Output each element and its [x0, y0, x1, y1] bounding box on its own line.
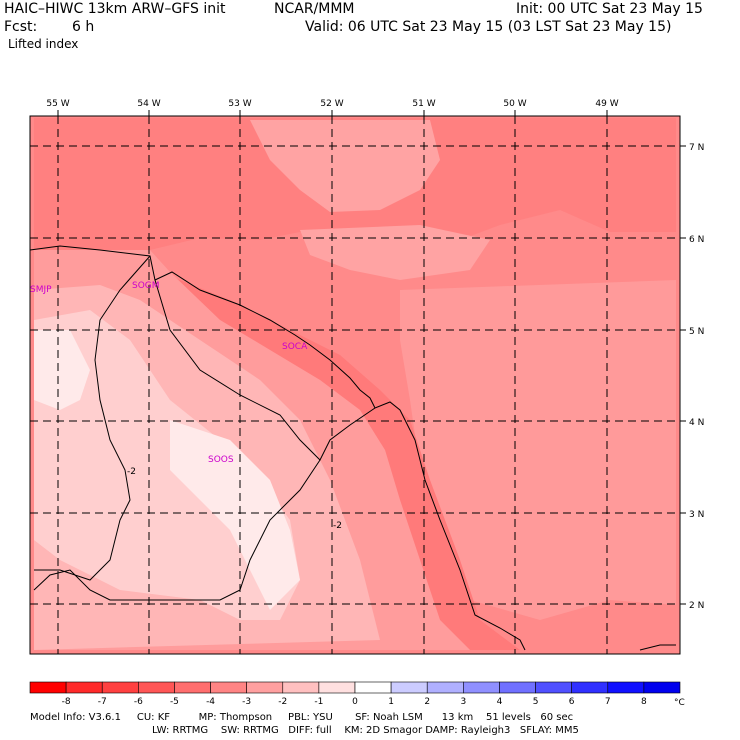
colorbar-tick-label: 4 — [497, 697, 503, 707]
lon-label-52w: 52 W — [320, 99, 343, 109]
li-zone-light-north — [250, 120, 440, 212]
colorbar-swatch — [174, 681, 211, 694]
li-zone-weakest-south — [170, 420, 300, 610]
colorbar-swatch — [246, 681, 284, 694]
colorbar-swatch — [463, 681, 500, 694]
colorbar-swatch — [318, 681, 356, 694]
colorbar-tick-label: 1 — [388, 697, 394, 707]
colorbar-swatch — [535, 681, 572, 694]
model-info-line1: Model Info: V3.6.1 CU: KF MP: Thompson P… — [30, 712, 574, 723]
colorbar-tick-label: -4 — [206, 697, 215, 707]
lon-label-50w: 50 W — [503, 99, 526, 109]
station-sogm: SOGM — [132, 281, 160, 291]
colorbar-tick-label: -2 — [278, 697, 287, 707]
colorbar-swatch — [571, 681, 609, 694]
colorbar-unit: °C — [674, 698, 685, 708]
colorbar-tick-label: 5 — [533, 697, 539, 707]
colorbar-tick-label: -6 — [134, 697, 143, 707]
border-south — [33, 459, 321, 601]
colorbar-tick-label: 0 — [352, 697, 358, 707]
li-zone-coastal — [160, 272, 520, 650]
colorbar-tick-label: -1 — [314, 697, 323, 707]
lat-label-6n: 6 N — [689, 235, 704, 245]
station-soca: SOCA — [282, 342, 308, 352]
coastline — [29, 245, 526, 651]
lat-ticks — [680, 145, 686, 605]
colorbar-swatch — [65, 681, 103, 694]
colorbar-swatch — [282, 681, 320, 694]
colorbar-swatch — [499, 681, 536, 694]
colorbar-ticks: -8 -7 -6 -5 -4 -3 -2 -1 0 1 2 3 4 5 6 7 8 — [62, 697, 647, 707]
lat-label-7n: 7 N — [689, 143, 704, 153]
colorbar-swatch — [643, 681, 681, 694]
map-title: HAIC–HIWC 13km ARW–GFS init — [4, 1, 226, 17]
colorbar-swatch — [390, 681, 428, 694]
lon-label-49w: 49 W — [595, 99, 618, 109]
li-zone-weakest-west — [34, 330, 90, 410]
colorbar-tick-label: 7 — [605, 697, 611, 707]
colorbar — [29, 681, 681, 694]
station-soos: SOOS — [208, 455, 234, 465]
colorbar-tick-label: 8 — [641, 697, 647, 707]
colorbar-tick-label: -7 — [98, 697, 107, 707]
colorbar-swatch — [29, 681, 67, 694]
contour-label-west: -2 — [127, 467, 136, 477]
graticule — [30, 116, 680, 654]
colorbar-swatch — [138, 681, 175, 694]
colorbar-swatch — [607, 681, 645, 694]
colorbar-tick-label: 2 — [424, 697, 430, 707]
colorbar-swatch — [101, 681, 139, 694]
model-info-line2: LW: RRTMG SW: RRTMG DIFF: full KM: 2D Sm… — [152, 725, 579, 736]
org-label: NCAR/MMM — [274, 1, 355, 17]
colorbar-tick-label: -3 — [242, 697, 251, 707]
valid-time: Valid: 06 UTC Sat 23 May 15 (03 LST Sat … — [305, 19, 672, 35]
li-zone-light-center — [300, 225, 490, 280]
map-frame — [29, 115, 681, 655]
init-time: Init: 00 UTC Sat 23 May 15 — [516, 1, 703, 17]
lat-label-4n: 4 N — [689, 418, 704, 428]
forecast-hour: 6 h — [72, 19, 95, 35]
coastline-east — [639, 644, 676, 651]
lon-label-54w: 54 W — [137, 99, 160, 109]
colorbar-tick-label: -8 — [62, 697, 71, 707]
station-smjp: SMJP — [30, 285, 52, 295]
border-west — [34, 255, 151, 581]
forecast-label: Fcst: — [4, 19, 38, 35]
lon-label-51w: 51 W — [412, 99, 435, 109]
lat-label-3n: 3 N — [689, 510, 704, 520]
lon-label-53w: 53 W — [228, 99, 251, 109]
colorbar-tick-label: -5 — [170, 697, 179, 707]
colorbar-tick-label: 3 — [460, 697, 466, 707]
lat-label-5n: 5 N — [689, 327, 704, 337]
lat-label-2n: 2 N — [689, 601, 704, 611]
contour-label-east: -2 — [333, 521, 342, 531]
lon-label-55w: 55 W — [46, 99, 69, 109]
field-name: Lifted index — [8, 37, 79, 51]
colorbar-tick-label: 6 — [569, 697, 575, 707]
lon-ticks — [57, 110, 608, 116]
li-zone-weak — [34, 310, 300, 620]
border-east — [154, 279, 376, 461]
colorbar-swatch — [210, 681, 247, 694]
colorbar-swatch — [426, 681, 464, 694]
colorbar-swatch — [354, 681, 392, 694]
